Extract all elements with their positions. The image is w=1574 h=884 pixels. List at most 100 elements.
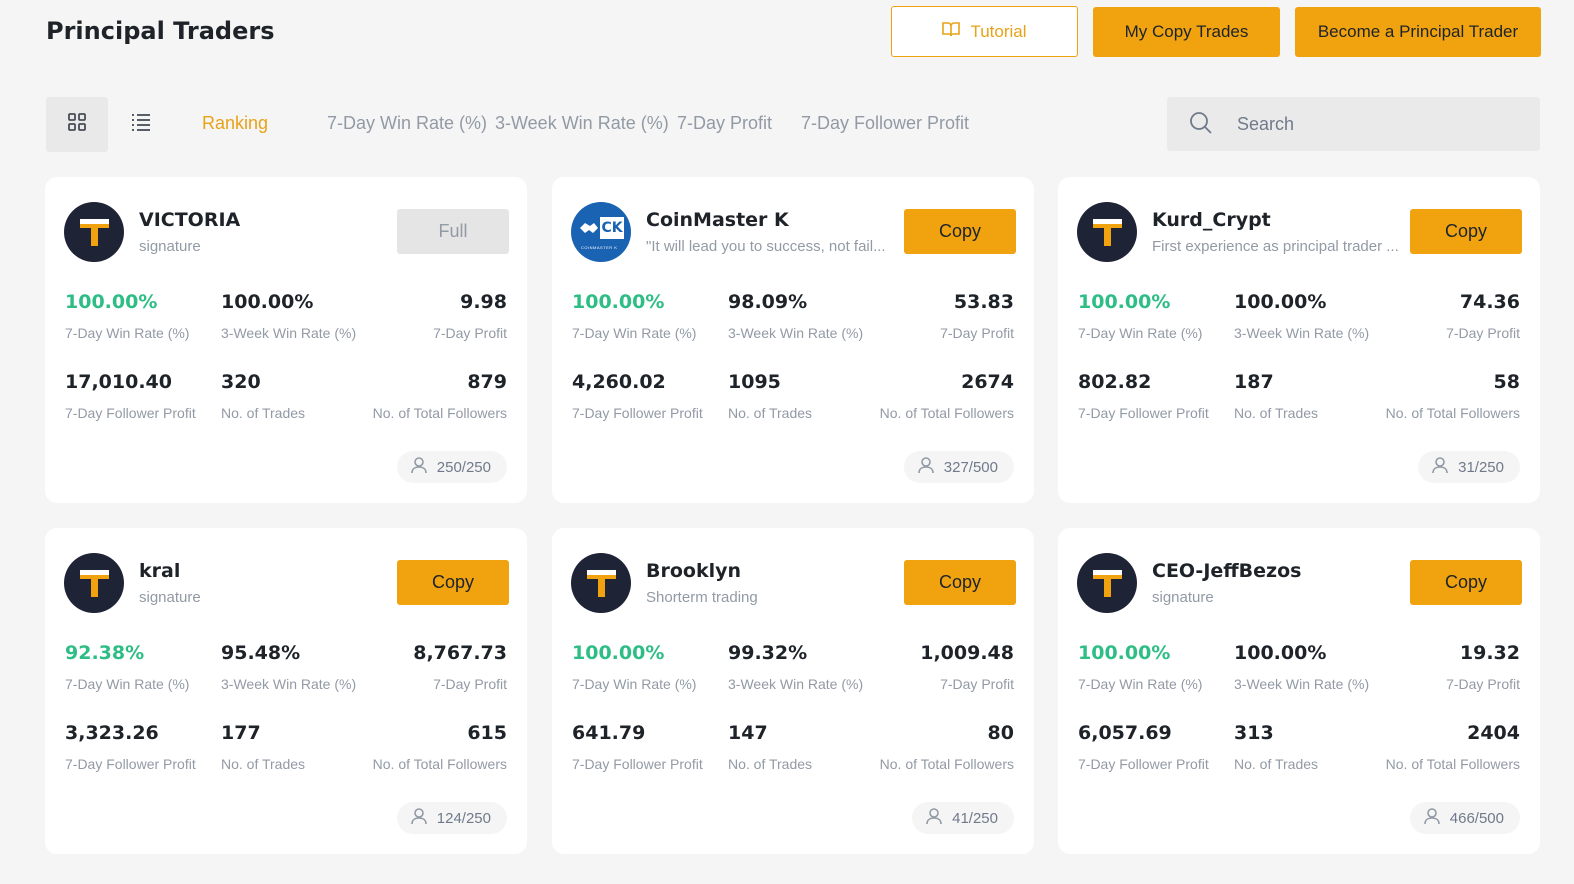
copy-button[interactable]: Copy — [397, 560, 509, 605]
follower-slots-badge: 250/250 — [396, 451, 507, 483]
copy-button[interactable]: Copy — [1410, 209, 1522, 254]
list-icon — [131, 113, 151, 136]
list-view-button[interactable] — [110, 97, 172, 152]
profit-7d-label: 7-Day Profit — [1446, 676, 1520, 692]
trader-card[interactable]: VICTORIA signature Full 100.00% 7-Day Wi… — [45, 177, 527, 503]
my-copy-trades-button[interactable]: My Copy Trades — [1093, 7, 1280, 57]
trader-card[interactable]: kral signature Copy 92.38% 7-Day Win Rat… — [45, 528, 527, 854]
trader-name[interactable]: Kurd_Crypt — [1152, 209, 1271, 231]
win-rate-7d-label: 7-Day Win Rate (%) — [65, 676, 190, 692]
trades-value: 187 — [1234, 371, 1274, 393]
tutorial-button[interactable]: Tutorial — [891, 6, 1078, 57]
profit-7d-label: 7-Day Profit — [940, 325, 1014, 341]
avatar — [64, 202, 124, 262]
search-input[interactable] — [1237, 97, 1527, 151]
total-followers-value: 2674 — [961, 371, 1014, 393]
follower-slots-value: 250/250 — [436, 458, 491, 476]
trades-label: No. of Trades — [728, 405, 813, 421]
tab-ranking[interactable]: Ranking — [202, 113, 269, 133]
win-rate-3w-value: 98.09% — [728, 291, 808, 313]
avatar — [1077, 202, 1137, 262]
profit-7d-value: 1,009.48 — [920, 642, 1014, 664]
user-icon — [926, 807, 942, 829]
win-rate-7d-label: 7-Day Win Rate (%) — [1078, 676, 1203, 692]
follower-slots-badge: 41/250 — [912, 802, 1014, 834]
total-followers-value: 879 — [467, 371, 507, 393]
total-followers-value: 2404 — [1467, 722, 1520, 744]
follower-profit-value: 6,057.69 — [1078, 722, 1172, 744]
trader-name[interactable]: kral — [139, 560, 181, 582]
user-icon — [1423, 807, 1440, 829]
win-rate-3w-value: 95.48% — [221, 642, 301, 664]
avatar — [1077, 553, 1137, 613]
profit-7d-value: 9.98 — [460, 291, 507, 313]
profit-7d-value: 74.36 — [1459, 291, 1520, 313]
page-title: Principal Traders — [46, 17, 275, 45]
profit-7d-label: 7-Day Profit — [940, 676, 1014, 692]
trader-description: signature — [1152, 589, 1214, 606]
become-principal-trader-button[interactable]: Become a Principal Trader — [1295, 7, 1541, 57]
win-rate-3w-value: 100.00% — [221, 291, 314, 313]
win-rate-3w-label: 3-Week Win Rate (%) — [1234, 325, 1370, 341]
book-icon — [942, 21, 961, 42]
follower-profit-value: 4,260.02 — [572, 371, 666, 393]
tab-7-day-profit[interactable]: 7-Day Profit — [677, 113, 773, 133]
total-followers-label: No. of Total Followers — [372, 756, 507, 772]
trader-card[interactable]: Kurd_Crypt First experience as principal… — [1058, 177, 1540, 503]
total-followers-value: 80 — [987, 722, 1014, 744]
trader-name[interactable]: Brooklyn — [646, 560, 742, 582]
follower-profit-label: 7-Day Follower Profit — [572, 405, 703, 421]
user-icon — [1432, 456, 1448, 478]
follower-profit-value: 3,323.26 — [65, 722, 159, 744]
trades-value: 313 — [1234, 722, 1274, 744]
copy-button[interactable]: Copy — [904, 209, 1016, 254]
win-rate-7d-label: 7-Day Win Rate (%) — [572, 676, 697, 692]
user-icon — [410, 456, 427, 478]
avatar — [571, 553, 631, 613]
grid-view-button[interactable] — [46, 97, 108, 152]
total-followers-value: 58 — [1493, 371, 1520, 393]
trader-card[interactable]: CEO-JeffBezos signature Copy 100.00% 7-D… — [1058, 528, 1540, 854]
trader-description: First experience as principal trader ... — [1152, 238, 1399, 255]
trader-name[interactable]: CEO-JeffBezos — [1152, 560, 1302, 582]
follower-slots-value: 327/500 — [943, 458, 998, 476]
win-rate-7d-value: 100.00% — [1078, 291, 1171, 313]
copy-button[interactable]: Copy — [904, 560, 1016, 605]
search-box — [1167, 97, 1540, 151]
win-rate-3w-value: 100.00% — [1234, 642, 1327, 664]
follower-profit-value: 802.82 — [1078, 371, 1152, 393]
win-rate-3w-label: 3-Week Win Rate (%) — [728, 676, 864, 692]
win-rate-3w-value: 100.00% — [1234, 291, 1327, 313]
win-rate-3w-label: 3-Week Win Rate (%) — [728, 325, 864, 341]
copy-button[interactable]: Copy — [1410, 560, 1522, 605]
tutorial-label: Tutorial — [970, 21, 1027, 41]
profit-7d-value: 8,767.73 — [413, 642, 507, 664]
tab-3-week-win-rate[interactable]: 3-Week Win Rate (%) — [495, 113, 669, 133]
win-rate-7d-label: 7-Day Win Rate (%) — [1078, 325, 1203, 341]
win-rate-7d-label: 7-Day Win Rate (%) — [65, 325, 190, 341]
follower-profit-label: 7-Day Follower Profit — [65, 756, 196, 772]
follower-profit-label: 7-Day Follower Profit — [1078, 405, 1209, 421]
total-followers-label: No. of Total Followers — [1385, 756, 1520, 772]
full-button: Full — [397, 209, 509, 254]
follower-slots-value: 41/250 — [952, 809, 998, 827]
total-followers-value: 615 — [467, 722, 507, 744]
trader-name[interactable]: CoinMaster K — [646, 209, 789, 231]
trader-name[interactable]: VICTORIA — [139, 209, 241, 231]
follower-profit-label: 7-Day Follower Profit — [1078, 756, 1209, 772]
profit-7d-label: 7-Day Profit — [1446, 325, 1520, 341]
follower-slots-value: 466/500 — [1449, 809, 1504, 827]
follower-slots-value: 31/250 — [1458, 458, 1504, 476]
tab-7-day-win-rate[interactable]: 7-Day Win Rate (%) — [327, 113, 488, 133]
avatar: CK COINMASTER K — [571, 202, 631, 262]
trader-card[interactable]: Brooklyn Shorterm trading Copy 100.00% 7… — [552, 528, 1034, 854]
trades-value: 177 — [221, 722, 261, 744]
avatar — [64, 553, 124, 613]
tab-7-day-follower-profit[interactable]: 7-Day Follower Profit — [801, 113, 970, 133]
trades-label: No. of Trades — [728, 756, 813, 772]
follower-profit-label: 7-Day Follower Profit — [572, 756, 703, 772]
win-rate-3w-label: 3-Week Win Rate (%) — [1234, 676, 1370, 692]
trader-card[interactable]: CK COINMASTER K CoinMaster K "It will le… — [552, 177, 1034, 503]
trades-label: No. of Trades — [221, 756, 306, 772]
trades-label: No. of Trades — [1234, 405, 1319, 421]
